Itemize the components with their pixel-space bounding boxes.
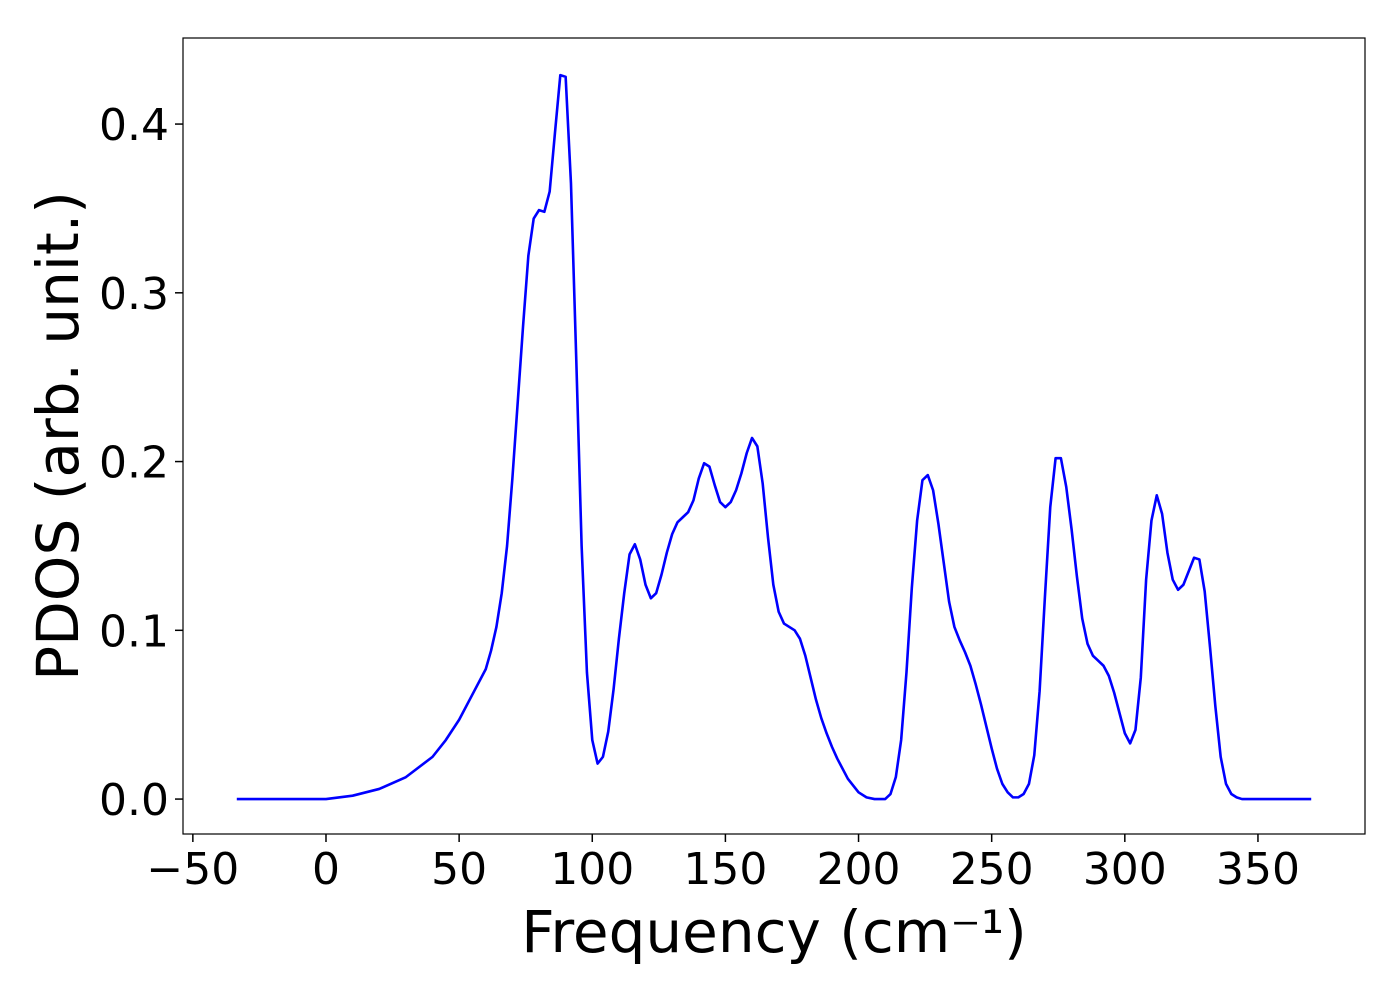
y-tick-label: 0.2 bbox=[99, 438, 169, 489]
x-tick-label: 200 bbox=[817, 844, 901, 895]
y-tick-label: 0.3 bbox=[99, 269, 169, 320]
x-tick-label: 350 bbox=[1216, 844, 1300, 895]
x-axis-label: Frequency (cm⁻¹) bbox=[521, 898, 1027, 966]
x-tick-label: 0 bbox=[312, 844, 340, 895]
x-tick-label: 50 bbox=[431, 844, 487, 895]
x-tick-label: 150 bbox=[683, 844, 767, 895]
y-tick-label: 0.0 bbox=[99, 775, 169, 826]
y-axis-label: PDOS (arb. unit.) bbox=[24, 191, 92, 681]
pdos-line bbox=[236, 73, 1312, 801]
x-tick-label: 300 bbox=[1083, 844, 1167, 895]
x-tick-label: 100 bbox=[550, 844, 634, 895]
x-tick-label: 250 bbox=[950, 844, 1034, 895]
x-tick-label: −50 bbox=[146, 844, 239, 895]
y-tick-label: 0.4 bbox=[99, 100, 169, 151]
plot-frame bbox=[182, 37, 1366, 835]
y-tick-label: 0.1 bbox=[99, 606, 169, 657]
